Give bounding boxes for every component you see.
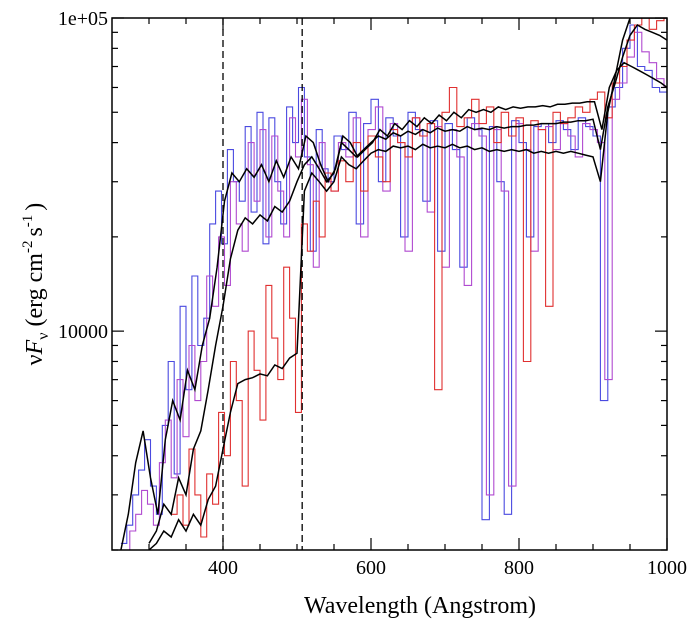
y-axis-title-unit-open: (erg cm [22,253,48,327]
y-tick-label-10000: 10000 [58,321,108,343]
series-line-black-5 [148,18,667,550]
series-line-red-2 [171,18,667,538]
x-tick-label-800: 800 [504,557,534,579]
y-axis-title-exp2: -1 [20,215,36,228]
plot-frame [111,17,668,551]
series-line-black-4 [148,24,667,544]
x-tick-label-600: 600 [356,557,386,579]
y-axis-title-unit-mid: s [22,227,48,236]
y-axis-title-nu: ν [22,354,48,365]
x-tick-label-1000: 1000 [647,557,687,579]
y-axis-title: νFν (erg cm-2 s-1) [20,203,52,366]
vline-layer [222,18,303,550]
y-axis-title-sub: ν [35,333,52,340]
x-tick-label-400: 400 [208,557,238,579]
series-layer [120,18,667,550]
y-axis-title-exp1: -2 [20,241,36,254]
series-line-black-3 [120,61,667,550]
y-axis-title-f: F [22,339,48,355]
y-axis-title-unit-close: ) [22,203,48,211]
series-line-violet-1 [123,31,667,550]
x-axis-title: Wavelength (Angstrom) [304,593,536,619]
tick-layer: 400 600 800 1000 10000 1e+05 [58,8,687,579]
y-tick-label-100000: 1e+05 [58,8,108,30]
